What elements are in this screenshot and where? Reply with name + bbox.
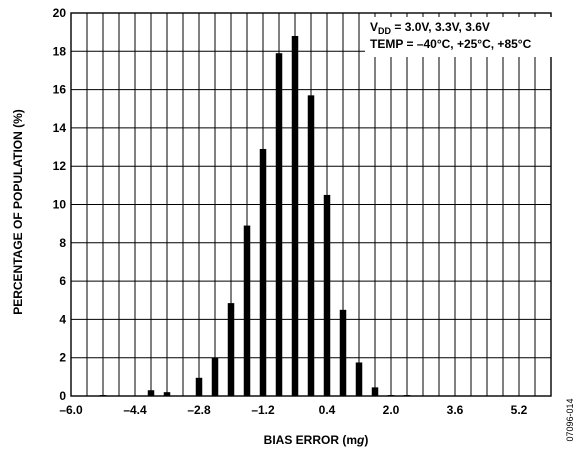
legend-line-2: TEMP = –40°C, +25°C, +85°C <box>370 37 532 51</box>
histogram-bar <box>371 387 379 396</box>
histogram-bar <box>211 357 219 396</box>
y-tick-label: 0 <box>59 389 66 403</box>
x-tick-label: 0.4 <box>319 403 336 417</box>
y-tick-label: 18 <box>53 44 67 58</box>
y-tick-label: 10 <box>53 198 67 212</box>
y-tick-label: 12 <box>53 159 67 173</box>
y-axis-tick-labels: 0 2 4 6 8 10 12 14 16 18 20 <box>53 6 67 403</box>
x-tick-label: 5.2 <box>511 403 528 417</box>
histogram-bar <box>243 225 251 396</box>
x-tick-label: –2.8 <box>187 403 211 417</box>
y-tick-label: 2 <box>59 351 66 365</box>
histogram-bar <box>339 309 347 396</box>
figure-id: 07096-014 <box>565 398 575 441</box>
histogram-bar <box>147 390 155 396</box>
x-axis-title-prefix: BIAS ERROR (m <box>264 433 357 447</box>
y-tick-label: 8 <box>59 236 66 250</box>
y-tick-label: 14 <box>53 121 67 135</box>
histogram-bar <box>227 303 235 396</box>
histogram-bar <box>163 392 171 396</box>
histogram-bar <box>291 35 299 396</box>
histogram-bar <box>355 362 363 396</box>
legend-vdd-values: = 3.0V, 3.3V, 3.6V <box>391 20 490 34</box>
x-tick-label: 2.0 <box>383 403 400 417</box>
plot-frame <box>70 12 552 397</box>
x-axis-tick-labels: –6.0 –4.4 –2.8 –1.2 0.4 2.0 3.6 5.2 <box>59 403 527 417</box>
histogram-bar <box>275 53 283 397</box>
histogram-bar <box>259 148 267 396</box>
histogram-bar <box>307 95 315 396</box>
y-tick-label: 6 <box>59 274 66 288</box>
x-tick-label: 3.6 <box>447 403 464 417</box>
x-tick-label: –1.2 <box>251 403 275 417</box>
legend-box-background <box>365 17 552 57</box>
legend-vdd-subscript: DD <box>378 26 391 36</box>
x-axis-title: BIAS ERROR (mg) <box>264 433 369 447</box>
y-tick-label: 20 <box>53 6 67 20</box>
y-axis-title: PERCENTAGE OF POPULATION (%) <box>11 109 25 315</box>
x-axis-title-suffix: ) <box>364 433 368 447</box>
legend-vdd-symbol: V <box>370 20 378 34</box>
histogram-bar <box>323 194 331 396</box>
legend-line-1: VDD = 3.0V, 3.3V, 3.6V <box>370 20 490 36</box>
bars <box>99 35 411 397</box>
y-tick-label: 4 <box>59 312 66 326</box>
histogram-bar <box>195 377 203 396</box>
x-axis-title-unit: g <box>356 433 365 447</box>
x-tick-label: –6.0 <box>59 403 83 417</box>
y-tick-label: 16 <box>53 83 67 97</box>
x-tick-label: –4.4 <box>123 403 147 417</box>
